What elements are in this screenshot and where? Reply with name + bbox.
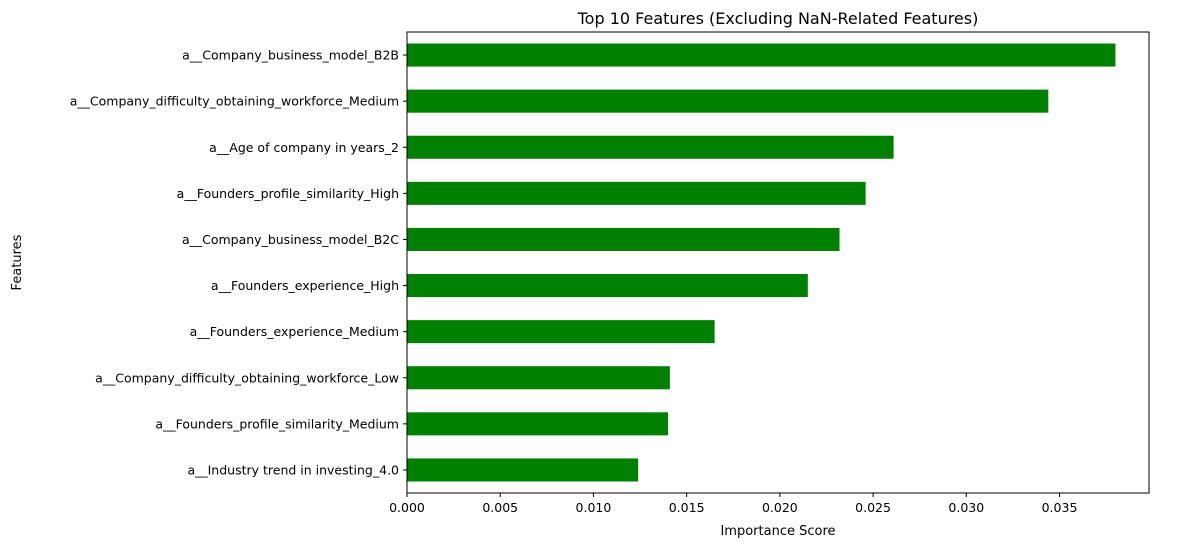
- y-tick-label: a__Company_difficulty_obtaining_workforc…: [95, 370, 399, 385]
- bar: [407, 89, 1049, 113]
- bar: [407, 458, 639, 482]
- y-axis-label: Features: [10, 234, 25, 290]
- x-tick-label: 0.015: [669, 500, 705, 515]
- bar: [407, 412, 669, 436]
- bar: [407, 135, 894, 159]
- bar: [407, 43, 1116, 67]
- bar: [407, 227, 840, 251]
- x-tick-label: 0.010: [576, 500, 612, 515]
- x-tick-label: 0.035: [1042, 500, 1078, 515]
- bar: [407, 366, 670, 390]
- y-tick-label: a__Founders_experience_High: [211, 278, 399, 293]
- y-tick-label: a__Founders_experience_Medium: [190, 324, 399, 339]
- y-axis-ticks: a__Company_business_model_B2B a__Company_…: [70, 48, 407, 477]
- x-axis-label: Importance Score: [720, 524, 835, 539]
- x-tick-label: 0.000: [389, 500, 425, 515]
- x-tick-label: 0.020: [762, 500, 798, 515]
- chart-title: Top 10 Features (Excluding NaN-Related F…: [577, 9, 979, 28]
- plot-frame: [406, 31, 1150, 494]
- x-axis-ticks: 0.000 0.005 0.010 0.015 0.020 0.025 0.030 0.035: [389, 493, 1077, 515]
- y-tick-label: a__Founders_profile_similarity_High: [177, 186, 399, 201]
- bar: [407, 274, 808, 298]
- x-tick-label: 0.005: [482, 500, 518, 515]
- y-tick-label: a__Company_business_model_B2B: [182, 48, 399, 63]
- y-tick-label: a__Age of company in years_2: [209, 140, 399, 155]
- y-tick-label: a__Company_business_model_B2C: [182, 232, 399, 247]
- bar: [407, 181, 866, 205]
- x-tick-label: 0.025: [855, 500, 891, 515]
- bars-group: [407, 43, 1116, 482]
- bar: [407, 320, 715, 344]
- y-tick-label: a__Founders_profile_similarity_Medium: [155, 416, 399, 431]
- y-tick-label: a__Company_difficulty_obtaining_workforc…: [70, 94, 399, 109]
- y-tick-label: a__Industry trend in investing_4.0: [187, 462, 399, 477]
- x-tick-label: 0.030: [948, 500, 984, 515]
